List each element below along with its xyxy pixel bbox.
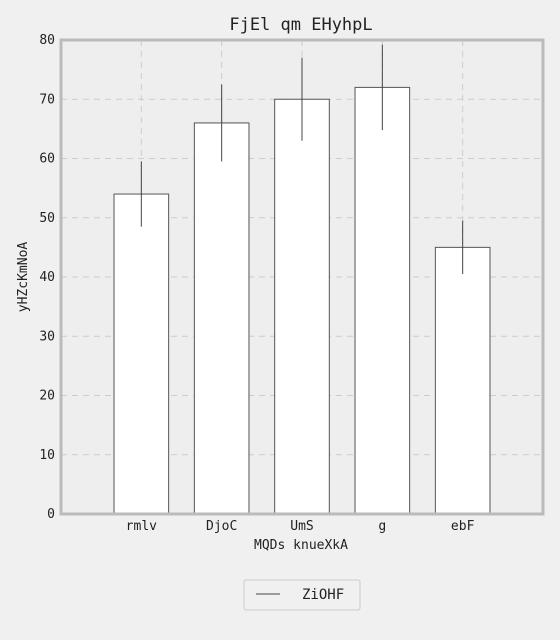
- y-tick-label-50: 50: [39, 211, 55, 226]
- y-tick-label-0: 0: [47, 507, 55, 522]
- x-axis-label: MQDs knueXkA: [254, 538, 348, 553]
- bar-rmlv: [113, 193, 170, 515]
- chart-title: FjEl qm EHyhpL: [229, 15, 372, 35]
- x-tick-label-rmlv: rmlv: [126, 519, 157, 534]
- x-tick-label-g: g: [378, 519, 386, 534]
- bar-g: [354, 86, 411, 515]
- y-tick-label-60: 60: [39, 152, 55, 167]
- y-tick-label-20: 20: [39, 389, 55, 404]
- bar-DjoC: [193, 122, 250, 515]
- y-tick-label-80: 80: [39, 33, 55, 48]
- y-tick-label-30: 30: [39, 329, 55, 344]
- legend: ZiOHF: [243, 579, 361, 611]
- error-bars-group: [140, 44, 464, 275]
- y-axis-ticks: 0 10 20 30 40 50 60 70 80: [39, 33, 55, 522]
- plot-frame: [59, 38, 545, 516]
- x-tick-label-ebF: ebF: [451, 519, 475, 534]
- bar-ebF: [434, 246, 491, 515]
- x-tick-label-DjoC: DjoC: [206, 519, 237, 534]
- bar-UmS: [274, 98, 330, 515]
- x-tick-label-UmS: UmS: [290, 519, 313, 534]
- y-tick-label-70: 70: [39, 92, 55, 107]
- legend-box: [243, 579, 361, 611]
- bars-group: [113, 86, 491, 515]
- y-tick-label-10: 10: [39, 448, 55, 463]
- y-tick-label-40: 40: [39, 270, 55, 285]
- x-axis-ticks: rmlv DjoC UmS g ebF: [126, 519, 475, 534]
- y-axis-label: yHZcKmNoA: [16, 242, 31, 313]
- legend-label-ziohf: ZiOHF: [302, 587, 344, 603]
